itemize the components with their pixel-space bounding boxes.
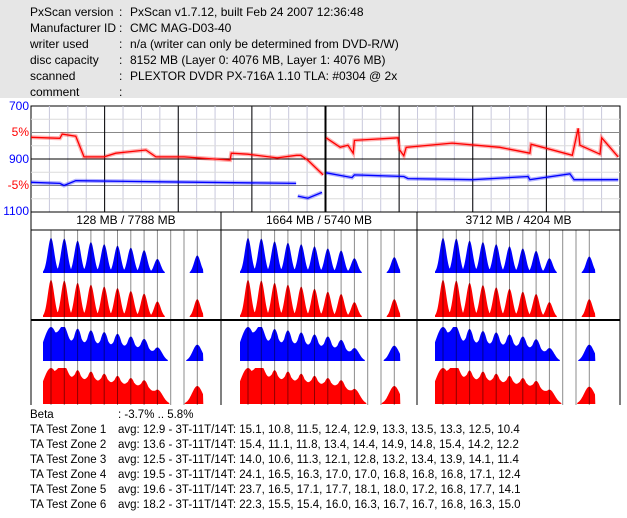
- zone-label: TA Test Zone 5: [30, 484, 107, 496]
- colon: :: [119, 53, 123, 67]
- colon: :: [119, 21, 123, 35]
- zone-value: avg: 19.5 - 3T-11T/14T: 24.1, 16.5, 16.3…: [118, 469, 521, 481]
- blue-series-line: [30, 180, 297, 187]
- info-label: scanned: [30, 69, 76, 83]
- axis-label-900: 900: [8, 152, 29, 166]
- blue-series-line: [325, 172, 619, 181]
- info-value: PxScan v1.7.12, built Feb 24 2007 12:36:…: [130, 5, 364, 19]
- info-value: 8152 MB (Layer 0: 4076 MB, Layer 1: 4076…: [130, 53, 386, 67]
- red-series-line: [30, 133, 324, 176]
- colon: :: [119, 85, 123, 99]
- histogram-zone-5-blue: [240, 327, 401, 361]
- info-value: CMC MAG-D03-40: [130, 21, 232, 35]
- histogram-zone-6-blue: [435, 327, 596, 361]
- zone-label: TA Test Zone 2: [30, 439, 107, 451]
- zone-label: TA Test Zone 6: [30, 499, 107, 511]
- axis-label-1100: 1100: [3, 204, 29, 218]
- colon: :: [119, 69, 123, 83]
- histogram-zone-1-blue: [43, 238, 204, 273]
- histogram-zone-6-red: [435, 368, 596, 404]
- info-label: disc capacity: [30, 53, 99, 67]
- histogram-zone-3-blue: [435, 238, 596, 273]
- info-label: Manufacturer ID: [30, 21, 117, 35]
- histogram-zone-3-red: [435, 280, 596, 317]
- histogram-zone-4-blue: [43, 327, 204, 361]
- beta-value: : -3.7% .. 5.8%: [118, 409, 194, 421]
- zone-value: avg: 19.6 - 3T-11T/14T: 23.7, 16.5, 17.1…: [118, 484, 521, 496]
- red-series-line: [325, 128, 619, 158]
- colon: :: [119, 5, 123, 19]
- info-value: PLEXTOR DVDR PX-716A 1.10 TLA: #0304 @ 2…: [130, 69, 398, 83]
- histogram-zone-2-blue: [240, 238, 401, 273]
- zone-value: avg: 18.2 - 3T-11T/14T: 22.3, 15.5, 15.4…: [118, 499, 521, 511]
- zone-value: avg: 12.5 - 3T-11T/14T: 14.0, 10.6, 11.3…: [118, 454, 519, 466]
- info-value: n/a (writer can only be determined from …: [130, 37, 399, 51]
- zone-value: avg: 12.9 - 3T-11T/14T: 15.1, 10.8, 11.5…: [118, 424, 520, 436]
- zone-label: TA Test Zone 4: [30, 469, 107, 481]
- zone-label: TA Test Zone 1: [30, 424, 107, 436]
- histogram-zone-5-red: [240, 368, 401, 404]
- axis-label-minus5pct: -5%: [7, 178, 29, 192]
- axis-label-700: 700: [8, 99, 29, 113]
- info-label: comment: [30, 85, 80, 99]
- blue-series-line: [297, 191, 323, 199]
- zone-value: avg: 13.6 - 3T-11T/14T: 15.4, 11.1, 11.8…: [118, 439, 519, 451]
- axis-label-5pct: 5%: [11, 125, 29, 139]
- zone-label: TA Test Zone 3: [30, 454, 107, 466]
- beta-label: Beta: [30, 409, 54, 421]
- info-label: writer used: [30, 37, 89, 51]
- info-label: PxScan version: [30, 5, 114, 19]
- position-label-2: 1664 MB / 5740 MB: [265, 213, 373, 227]
- position-label-3: 3712 MB / 4204 MB: [465, 213, 572, 227]
- info-header: PxScan version: PxScan v1.7.12, built Feb…: [0, 0, 627, 99]
- histogram-zone-1-red: [43, 280, 204, 317]
- histogram-zone-4-red: [43, 368, 204, 404]
- colon: :: [119, 37, 123, 51]
- histogram-zone-2-red: [240, 280, 401, 317]
- position-label-1: 128 MB / 7788 MB: [76, 213, 176, 227]
